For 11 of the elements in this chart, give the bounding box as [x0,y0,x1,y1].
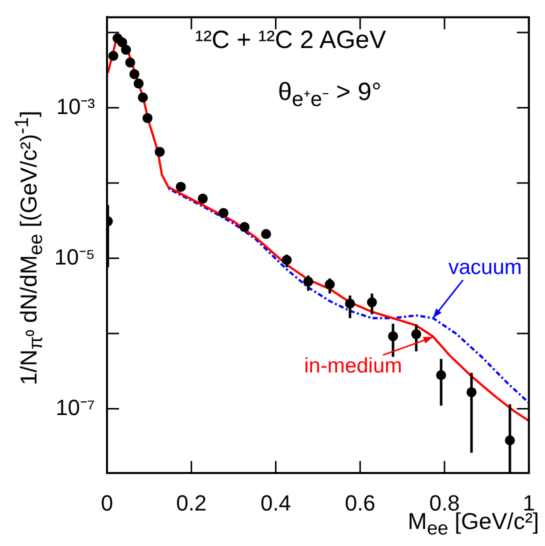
chart-title: ¹²C + ¹²C 2 AGeV [195,26,386,55]
y-tick-label: 10⁻⁷ [56,394,96,420]
annotation: vacuum [448,256,522,279]
x-tick-label: 0.6 [344,490,376,516]
x-tick-label: 0.2 [176,490,207,516]
y-tick-label: 10⁻⁵ [54,244,95,270]
x-tick-label: 0.4 [260,490,292,516]
y-tick-label: 10⁻³ [56,94,95,119]
x-tick-label: 0 [100,490,114,516]
text: θ$_{e⁺e⁻}$ > 9° [278,78,382,112]
annotation: in-medium [304,354,402,378]
